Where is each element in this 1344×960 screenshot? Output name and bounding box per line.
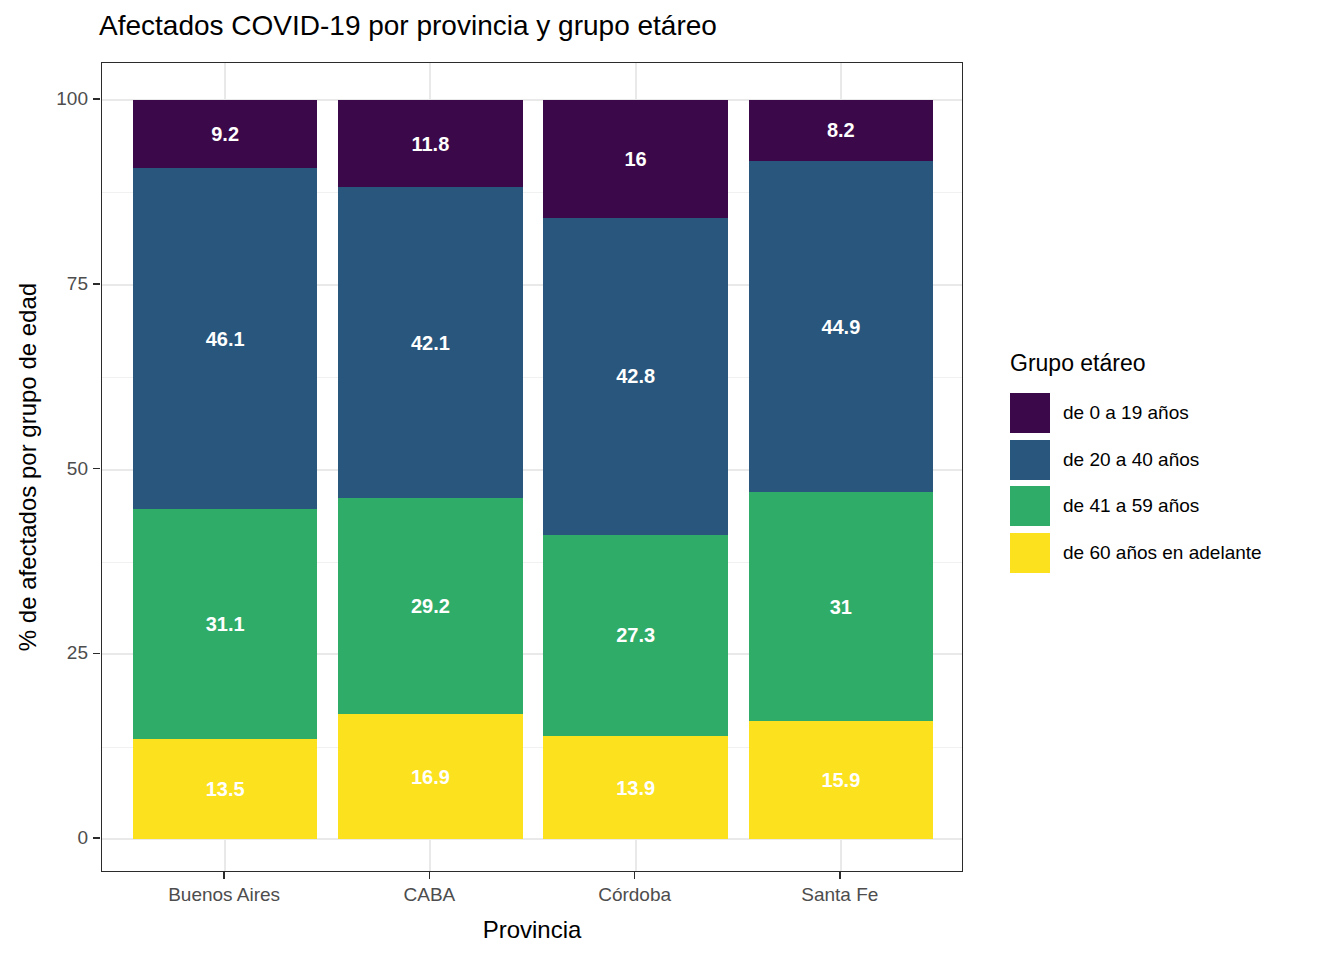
y-tick-label: 0 <box>28 827 88 849</box>
legend-item: de 20 a 40 años <box>1010 440 1262 480</box>
x-tick-mark <box>223 872 225 879</box>
legend-item: de 60 años en adelante <box>1010 533 1262 573</box>
legend-items: de 0 a 19 años de 20 a 40 años de 41 a 59 … <box>1010 393 1262 573</box>
bar-value-label: 11.8 <box>411 132 449 155</box>
legend-key-swatch <box>1010 440 1050 480</box>
legend-key-swatch <box>1010 393 1050 433</box>
bar-value-label: 9.2 <box>211 123 239 146</box>
legend-item-label: de 20 a 40 años <box>1063 449 1199 471</box>
chart-title: Afectados COVID-19 por provincia y grupo… <box>99 10 717 42</box>
bar-value-label: 8.2 <box>827 119 855 142</box>
legend-title: Grupo etáreo <box>1010 350 1262 377</box>
bar-value-label: 42.1 <box>411 331 450 354</box>
x-tick-label: CABA <box>319 884 539 906</box>
legend-item-label: de 41 a 59 años <box>1063 495 1199 517</box>
legend: Grupo etáreo de 0 a 19 años de 20 a 40 añ… <box>1010 350 1262 579</box>
y-axis-title: % de afectados por grupo de edad <box>14 283 42 651</box>
legend-item-label: de 60 años en adelante <box>1063 542 1262 564</box>
bar-value-label: 27.3 <box>616 624 655 647</box>
bar-value-label: 31 <box>830 595 852 618</box>
legend-item-label: de 0 a 19 años <box>1063 402 1189 424</box>
y-tick-mark <box>93 653 100 655</box>
legend-key-swatch <box>1010 486 1050 526</box>
bar-value-label: 42.8 <box>616 365 655 388</box>
x-tick-mark <box>429 872 431 879</box>
legend-key-swatch <box>1010 533 1050 573</box>
bar-value-label: 15.9 <box>821 769 860 792</box>
bar-value-label: 44.9 <box>821 315 860 338</box>
bar-value-label: 31.1 <box>206 613 245 636</box>
y-tick-label: 100 <box>28 88 88 110</box>
x-tick-mark <box>839 872 841 879</box>
x-tick-mark <box>634 872 636 879</box>
bar-value-label: 46.1 <box>206 327 245 350</box>
legend-item: de 41 a 59 años <box>1010 486 1262 526</box>
bar-value-label: 16 <box>624 148 646 171</box>
y-tick-mark <box>93 98 100 100</box>
chart-figure: Afectados COVID-19 por provincia y grupo… <box>0 0 1344 960</box>
x-tick-label: Córdoba <box>525 884 745 906</box>
y-tick-mark <box>93 283 100 285</box>
y-tick-mark <box>93 468 100 470</box>
x-axis-title: Provincia <box>101 916 963 944</box>
plot-panel: 9.2 46.1 31.1 13.5 11.8 42.1 29.2 16.9 16 42.8 27.… <box>101 62 963 872</box>
bar-value-label: 29.2 <box>411 595 450 618</box>
legend-item: de 0 a 19 años <box>1010 393 1262 433</box>
x-tick-label: Santa Fe <box>730 884 950 906</box>
x-tick-label: Buenos Aires <box>114 884 334 906</box>
bar-value-label: 13.9 <box>616 776 655 799</box>
y-tick-mark <box>93 837 100 839</box>
bar-value-label: 13.5 <box>206 778 245 801</box>
bar-value-label: 16.9 <box>411 765 450 788</box>
